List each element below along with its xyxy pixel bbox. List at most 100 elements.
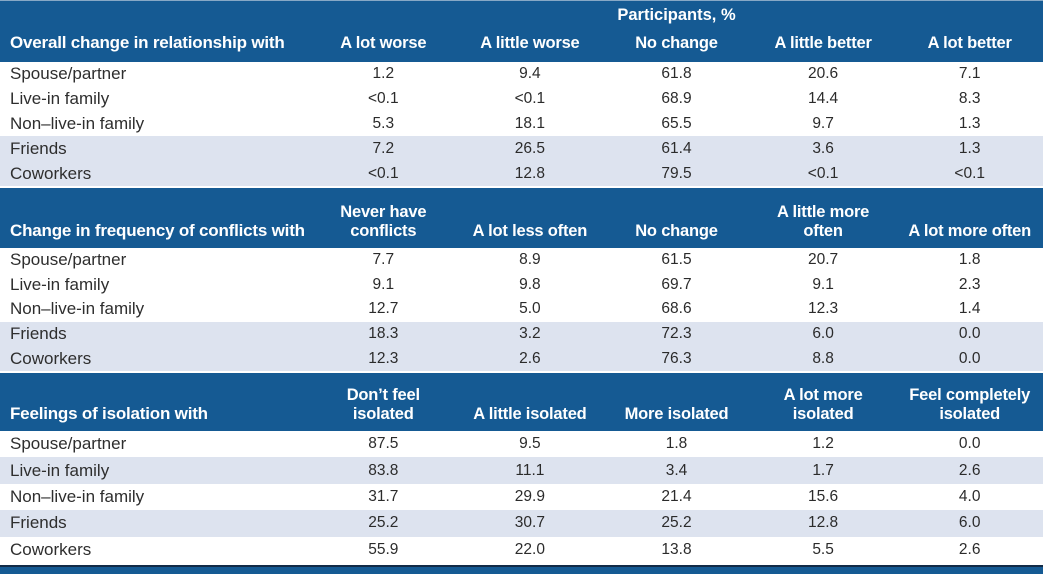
column-header: Don’t feel isolated <box>346 386 420 424</box>
value-cell: 9.8 <box>519 275 541 293</box>
value-cell: 3.4 <box>665 461 688 479</box>
value-cell: 68.9 <box>661 90 692 108</box>
value-cell: 12.3 <box>808 300 839 318</box>
section-relationship-change: Participants, % Overall change in relati… <box>0 0 1043 186</box>
value-cell: 5.5 <box>812 540 834 558</box>
value-cell: 8.8 <box>812 349 834 367</box>
value-cell: 9.4 <box>519 65 541 83</box>
column-header: Feel completely isolated <box>909 386 1031 424</box>
column-header: A little isolated <box>473 405 587 424</box>
column-header: A lot better <box>927 34 1012 53</box>
value-cell: 4.0 <box>958 487 981 505</box>
row-label: Live-in family <box>10 89 110 109</box>
value-cell: 18.3 <box>368 325 399 343</box>
value-cell: 9.1 <box>812 275 834 293</box>
column-header: A little better <box>774 34 872 53</box>
value-cell: 8.3 <box>958 90 981 108</box>
value-cell: 1.7 <box>812 461 834 479</box>
value-cell: 30.7 <box>514 514 545 532</box>
value-cell: 20.6 <box>808 65 839 83</box>
column-header: No change <box>635 222 718 241</box>
value-cell: 0.0 <box>958 349 981 367</box>
value-cell: 7.2 <box>372 139 395 157</box>
table-row: Live-in family <0.1 <0.1 68.9 14.4 8.3 <box>0 87 1043 112</box>
value-cell: 1.2 <box>812 435 834 453</box>
value-cell: 61.5 <box>661 251 692 269</box>
value-cell: <0.1 <box>514 90 546 108</box>
value-cell: 31.7 <box>368 487 399 505</box>
column-header-row: Change in frequency of conflicts with Ne… <box>0 188 1043 248</box>
row-label: Spouse/partner <box>10 250 127 270</box>
row-label: Coworkers <box>10 163 92 183</box>
value-cell: 12.7 <box>368 300 399 318</box>
section-title: Feelings of isolation with <box>10 403 208 423</box>
column-header: A little worse <box>480 34 580 53</box>
table-row: Friends 18.3 3.2 72.3 6.0 0.0 <box>0 321 1043 347</box>
value-cell: <0.1 <box>954 164 985 182</box>
value-cell: 79.5 <box>661 164 692 182</box>
row-label: Spouse/partner <box>10 64 127 84</box>
value-cell: 0.0 <box>958 325 981 343</box>
column-header: A lot more often <box>908 222 1032 241</box>
value-cell: 83.8 <box>368 461 399 479</box>
column-header-row: Overall change in relationship with A lo… <box>0 27 1043 60</box>
table-bottom-rule <box>0 564 1043 574</box>
value-cell: 2.6 <box>958 461 981 479</box>
section-rows: Spouse/partner 7.7 8.9 61.5 20.7 1.8 Live-in f… <box>0 248 1043 371</box>
column-header: A lot less often <box>472 222 588 241</box>
row-label: Friends <box>10 138 67 158</box>
value-cell: 69.7 <box>661 275 692 293</box>
column-header: A lot worse <box>340 34 427 53</box>
section-rows: Spouse/partner 87.5 9.5 1.8 1.2 0.0 Live-in fa… <box>0 431 1043 563</box>
value-cell: 22.0 <box>514 540 545 558</box>
value-cell: 18.1 <box>514 114 545 132</box>
value-cell: 6.0 <box>812 325 834 343</box>
value-cell: 29.9 <box>514 487 545 505</box>
section-header-band: Participants, % Overall change in relati… <box>0 0 1043 62</box>
row-label: Live-in family <box>10 274 110 294</box>
column-header: No change <box>635 34 718 53</box>
value-cell: 26.5 <box>514 139 545 157</box>
value-cell: 61.8 <box>661 65 692 83</box>
value-cell: 5.0 <box>519 300 541 318</box>
row-label: Spouse/partner <box>10 434 127 454</box>
row-label: Non–live-in family <box>10 299 145 319</box>
value-cell: 12.8 <box>514 164 545 182</box>
value-cell: 15.6 <box>808 487 839 505</box>
column-header: Never have conflicts <box>340 203 427 241</box>
value-cell: 6.0 <box>958 514 981 532</box>
participants-header-row: Participants, % <box>0 1 1043 27</box>
value-cell: 11.1 <box>515 461 545 479</box>
value-cell: 8.9 <box>519 251 541 269</box>
value-cell: 68.6 <box>661 300 692 318</box>
value-cell: 14.4 <box>808 90 839 108</box>
row-label: Live-in family <box>10 460 110 480</box>
row-label: Friends <box>10 513 67 533</box>
column-header: A lot more isolated <box>783 386 863 424</box>
table-row: Spouse/partner 1.2 9.4 61.8 20.6 7.1 <box>0 62 1043 87</box>
value-cell: 2.3 <box>958 275 981 293</box>
section-rows: Spouse/partner 1.2 9.4 61.8 20.6 7.1 Live-in f… <box>0 62 1043 186</box>
value-cell: 87.5 <box>368 435 399 453</box>
value-cell: 13.8 <box>661 540 692 558</box>
row-label: Coworkers <box>10 539 92 559</box>
column-header-row: Feelings of isolation with Don’t feel is… <box>0 373 1043 431</box>
value-cell: 12.8 <box>808 514 839 532</box>
value-cell: 1.3 <box>958 114 981 132</box>
section-header-band: Change in frequency of conflicts with Ne… <box>0 187 1043 248</box>
row-label: Friends <box>10 324 67 344</box>
value-cell: 3.2 <box>519 325 541 343</box>
table-row: Coworkers 55.9 22.0 13.8 5.5 2.6 <box>0 537 1043 563</box>
value-cell: 9.7 <box>812 114 834 132</box>
value-cell: 72.3 <box>661 325 692 343</box>
value-cell: <0.1 <box>367 164 399 182</box>
value-cell: 1.3 <box>958 139 981 157</box>
table-row: Non–live-in family 5.3 18.1 65.5 9.7 1.3 <box>0 112 1043 137</box>
value-cell: 5.3 <box>372 114 395 132</box>
table-row: Coworkers <0.1 12.8 79.5 <0.1 <0.1 <box>0 161 1043 186</box>
table-row: Non–live-in family 12.7 5.0 68.6 12.3 1.4 <box>0 297 1043 322</box>
value-cell: 9.1 <box>372 275 395 293</box>
section-conflict-frequency: Change in frequency of conflicts with Ne… <box>0 187 1043 371</box>
value-cell: 65.5 <box>661 114 692 132</box>
